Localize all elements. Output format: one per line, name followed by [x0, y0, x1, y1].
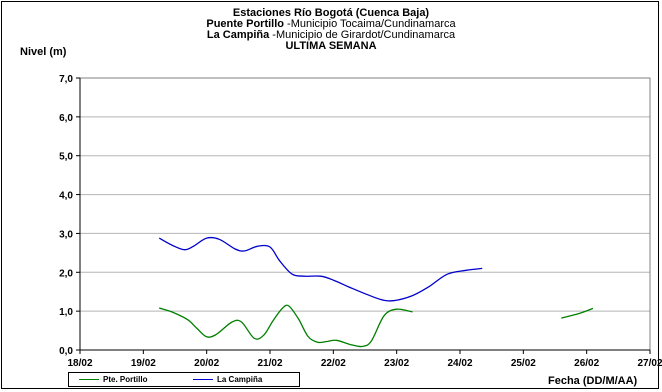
x-tick-label: 24/02: [447, 358, 472, 369]
legend-swatch-campina: [193, 379, 213, 380]
station-location-portillo: -Municipio Tocaima/Cundinamarca: [284, 18, 456, 30]
legend-swatch-portillo: [79, 379, 99, 380]
station-name-portillo: Puente Portillo: [206, 18, 284, 30]
x-tick-label: 20/02: [194, 358, 219, 369]
x-tick-label: 21/02: [257, 358, 282, 369]
series-line-portillo: [561, 307, 594, 319]
chart-title-block: Estaciones Río Bogotá (Cuenca Baja) Puen…: [0, 8, 662, 52]
x-tick-label: 25/02: [511, 358, 536, 369]
chart-subtitle: ULTIMA SEMANA: [285, 40, 377, 52]
y-tick-label: 1,0: [59, 307, 73, 318]
y-tick-label: 7,0: [59, 74, 73, 85]
x-tick-label: 26/02: [574, 358, 599, 369]
series-line-portillo: [158, 304, 413, 348]
x-tick-label: 23/02: [384, 358, 409, 369]
y-tick-label: 5,0: [59, 152, 73, 163]
legend: Pte. Portillo La Campiña: [68, 372, 300, 387]
y-tick-label: 0,0: [59, 346, 73, 357]
x-tick-label: 27/02: [637, 358, 662, 369]
y-tick-label: 3,0: [59, 229, 73, 240]
station-location-campina: -Municipio de Girardot/Cundinamarca: [269, 29, 456, 41]
x-axis-title: Fecha (DD/M/AA): [548, 375, 638, 387]
x-tick-label: 18/02: [67, 358, 92, 369]
x-tick-label: 19/02: [131, 358, 156, 369]
legend-label-portillo: Pte. Portillo: [103, 375, 148, 384]
station-line-campina: La Campiña -Municipio de Girardot/Cundin…: [0, 30, 662, 41]
x-tick-label: 22/02: [321, 358, 346, 369]
legend-label-campina: La Campiña: [217, 375, 263, 384]
series-line-campina: [158, 236, 483, 302]
y-tick-label: 6,0: [59, 113, 73, 124]
y-axis-title: Nivel (m): [20, 46, 67, 58]
chart-title: Estaciones Río Bogotá (Cuenca Baja): [232, 7, 430, 19]
y-tick-label: 4,0: [59, 191, 73, 202]
station-line-portillo: Puente Portillo -Municipio Tocaima/Cundi…: [0, 19, 662, 30]
station-name-campina: La Campiña: [206, 29, 270, 41]
y-tick-label: 2,0: [59, 268, 73, 279]
